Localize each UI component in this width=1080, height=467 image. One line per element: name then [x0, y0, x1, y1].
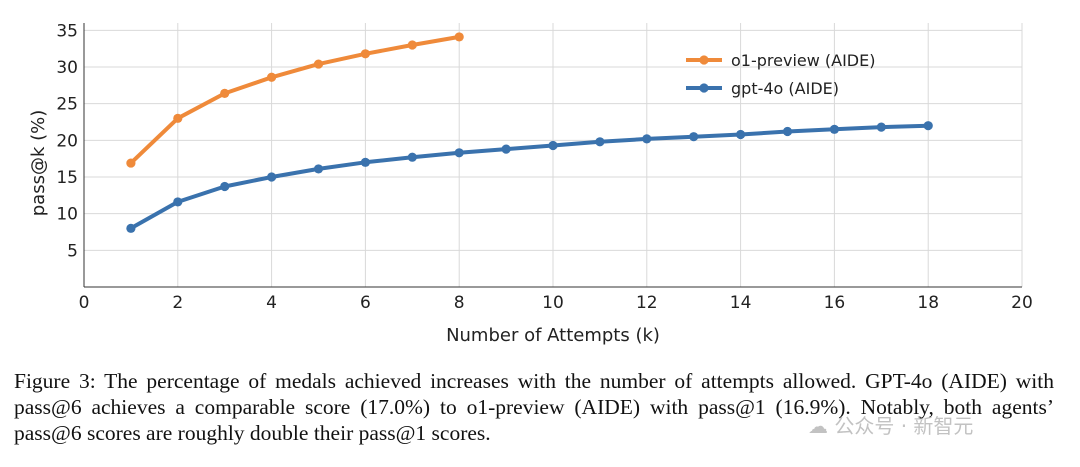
data-point [173, 113, 183, 123]
data-point [220, 88, 230, 98]
x-tick-label: 6 [360, 293, 371, 313]
data-point [360, 157, 370, 167]
data-point [126, 158, 136, 168]
x-tick-label: 0 [79, 293, 90, 313]
x-tick-label: 18 [917, 293, 939, 313]
legend-swatch-marker [699, 55, 709, 65]
y-axis-title: pass@k (%) [28, 110, 49, 217]
x-axis-title: Number of Attempts (k) [446, 325, 660, 346]
data-point [548, 140, 558, 151]
legend-label: gpt-4o (AIDE) [731, 79, 839, 98]
y-tick-label: 20 [56, 131, 78, 151]
x-tick-label: 4 [266, 293, 277, 313]
data-point [313, 59, 324, 69]
watermark: ☁ 公众号 · 新智元 [808, 410, 973, 439]
x-tick-label: 2 [172, 293, 183, 313]
pass-at-k-chart: 0 2 4 6 8 10 12 14 16 18 20 5 10 15 20 25 30 35 Number of… [28, 21, 1033, 346]
data-point [267, 172, 277, 182]
data-point [876, 122, 886, 132]
series-2 [126, 121, 933, 233]
data-point [595, 137, 605, 147]
data-point [407, 40, 417, 50]
x-tick-label: 10 [542, 293, 564, 313]
data-point [126, 223, 136, 233]
x-tick-label: 20 [1011, 293, 1033, 313]
y-tick-label: 25 [56, 95, 78, 115]
series-line [128, 123, 931, 231]
watermark-text: 公众号 · 新智元 [834, 414, 974, 438]
data-point [360, 49, 370, 59]
tick-labels: 0 2 4 6 8 10 12 14 16 18 20 5 10 15 20 25 30 35 [56, 21, 1032, 313]
series-lines [126, 32, 933, 233]
y-tick-label: 15 [56, 168, 78, 188]
series-line [128, 34, 462, 166]
data-point [642, 134, 652, 144]
y-tick-label: 5 [67, 241, 78, 261]
legend: o1-preview (AIDE) gpt-4o (AIDE) [686, 51, 875, 98]
grid-lines [83, 23, 1023, 287]
x-tick-label: 12 [636, 293, 658, 313]
legend-label: o1-preview (AIDE) [731, 51, 875, 70]
x-tick-label: 16 [824, 293, 846, 313]
legend-item-2: gpt-4o (AIDE) [686, 79, 839, 98]
data-point [313, 164, 324, 174]
figure-caption: Figure 3: The percentage of medals achie… [14, 369, 1054, 445]
data-point [689, 132, 699, 142]
wechat-icon: ☁ [808, 414, 828, 438]
data-point [173, 197, 183, 207]
data-point [454, 32, 464, 42]
legend-swatch-marker [699, 83, 709, 93]
data-point [923, 121, 933, 131]
data-point [501, 144, 511, 154]
axes [83, 23, 1022, 288]
data-point [454, 148, 464, 158]
data-point [736, 129, 746, 140]
y-tick-label: 10 [56, 205, 78, 225]
y-tick-label: 30 [56, 58, 78, 78]
legend-item-1: o1-preview (AIDE) [686, 51, 875, 70]
data-point [220, 181, 230, 192]
data-point [829, 124, 840, 134]
x-tick-label: 8 [454, 293, 465, 313]
x-tick-label: 14 [730, 293, 752, 313]
data-point [407, 152, 417, 162]
y-tick-label: 35 [56, 21, 78, 41]
data-point [267, 72, 277, 82]
data-point [782, 126, 793, 137]
series-1 [126, 32, 464, 168]
